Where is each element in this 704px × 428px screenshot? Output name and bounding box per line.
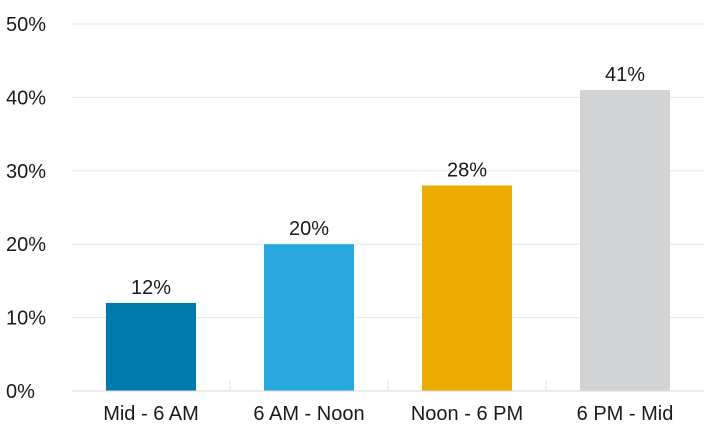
x-tick-label: Noon - 6 PM [411,403,523,425]
y-tick-label: 10% [6,308,46,330]
bar [580,90,670,391]
data-labels: 12% 20% 28% 41% [131,64,645,299]
y-tick-label: 40% [6,87,46,109]
x-tick-label: Mid - 6 AM [103,403,199,425]
x-tick-label: 6 PM - Mid [577,403,674,425]
data-label: 12% [131,277,171,299]
x-axis: Mid - 6 AM 6 AM - Noon Noon - 6 PM 6 PM - M… [72,381,704,425]
y-tick-label: 20% [6,234,46,256]
data-label: 20% [289,218,329,240]
bars [106,90,670,391]
y-tick-label: 50% [6,14,46,36]
bar [106,302,196,391]
bar [422,185,512,391]
data-label: 28% [447,159,487,181]
bar [264,244,354,391]
y-tick-label: 0% [6,381,35,403]
data-label: 41% [605,64,645,86]
y-axis-ticks: 0% 10% 20% 30% 40% 50% [6,14,46,403]
x-tick-label: 6 AM - Noon [253,403,364,425]
y-tick-label: 30% [6,161,46,183]
